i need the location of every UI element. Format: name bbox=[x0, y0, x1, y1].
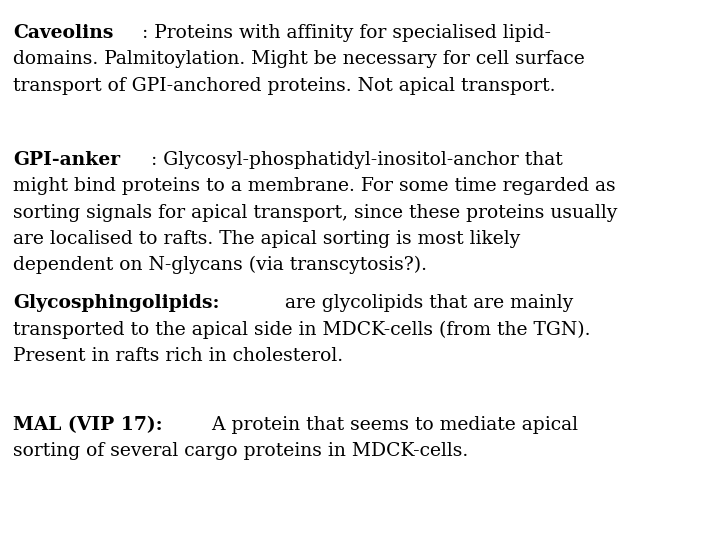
Text: Present in rafts rich in cholesterol.: Present in rafts rich in cholesterol. bbox=[13, 347, 343, 364]
Text: domains. Palmitoylation. Might be necessary for cell surface: domains. Palmitoylation. Might be necess… bbox=[13, 51, 585, 69]
Text: might bind proteins to a membrane. For some time regarded as: might bind proteins to a membrane. For s… bbox=[13, 177, 616, 195]
Text: : Glycosyl-phosphatidyl-inositol-anchor that: : Glycosyl-phosphatidyl-inositol-anchor … bbox=[151, 151, 563, 169]
Text: are localised to rafts. The apical sorting is most likely: are localised to rafts. The apical sorti… bbox=[13, 230, 521, 248]
Text: Caveolins: Caveolins bbox=[13, 24, 113, 42]
Text: transported to the apical side in MDCK-cells (from the TGN).: transported to the apical side in MDCK-c… bbox=[13, 320, 590, 339]
Text: dependent on N-glycans (via transcytosis?).: dependent on N-glycans (via transcytosis… bbox=[13, 256, 427, 274]
Text: GPI-anker: GPI-anker bbox=[13, 151, 120, 169]
Text: sorting of several cargo proteins in MDCK-cells.: sorting of several cargo proteins in MDC… bbox=[13, 442, 468, 460]
Text: Glycosphingolipids:: Glycosphingolipids: bbox=[13, 294, 220, 312]
Text: A protein that seems to mediate apical: A protein that seems to mediate apical bbox=[206, 416, 578, 434]
Text: are glycolipids that are mainly: are glycolipids that are mainly bbox=[279, 294, 574, 312]
Text: : Proteins with affinity for specialised lipid-: : Proteins with affinity for specialised… bbox=[143, 24, 552, 42]
Text: sorting signals for apical transport, since these proteins usually: sorting signals for apical transport, si… bbox=[13, 204, 617, 221]
Text: MAL (VIP 17):: MAL (VIP 17): bbox=[13, 416, 163, 434]
Text: transport of GPI-anchored proteins. Not apical transport.: transport of GPI-anchored proteins. Not … bbox=[13, 77, 555, 94]
